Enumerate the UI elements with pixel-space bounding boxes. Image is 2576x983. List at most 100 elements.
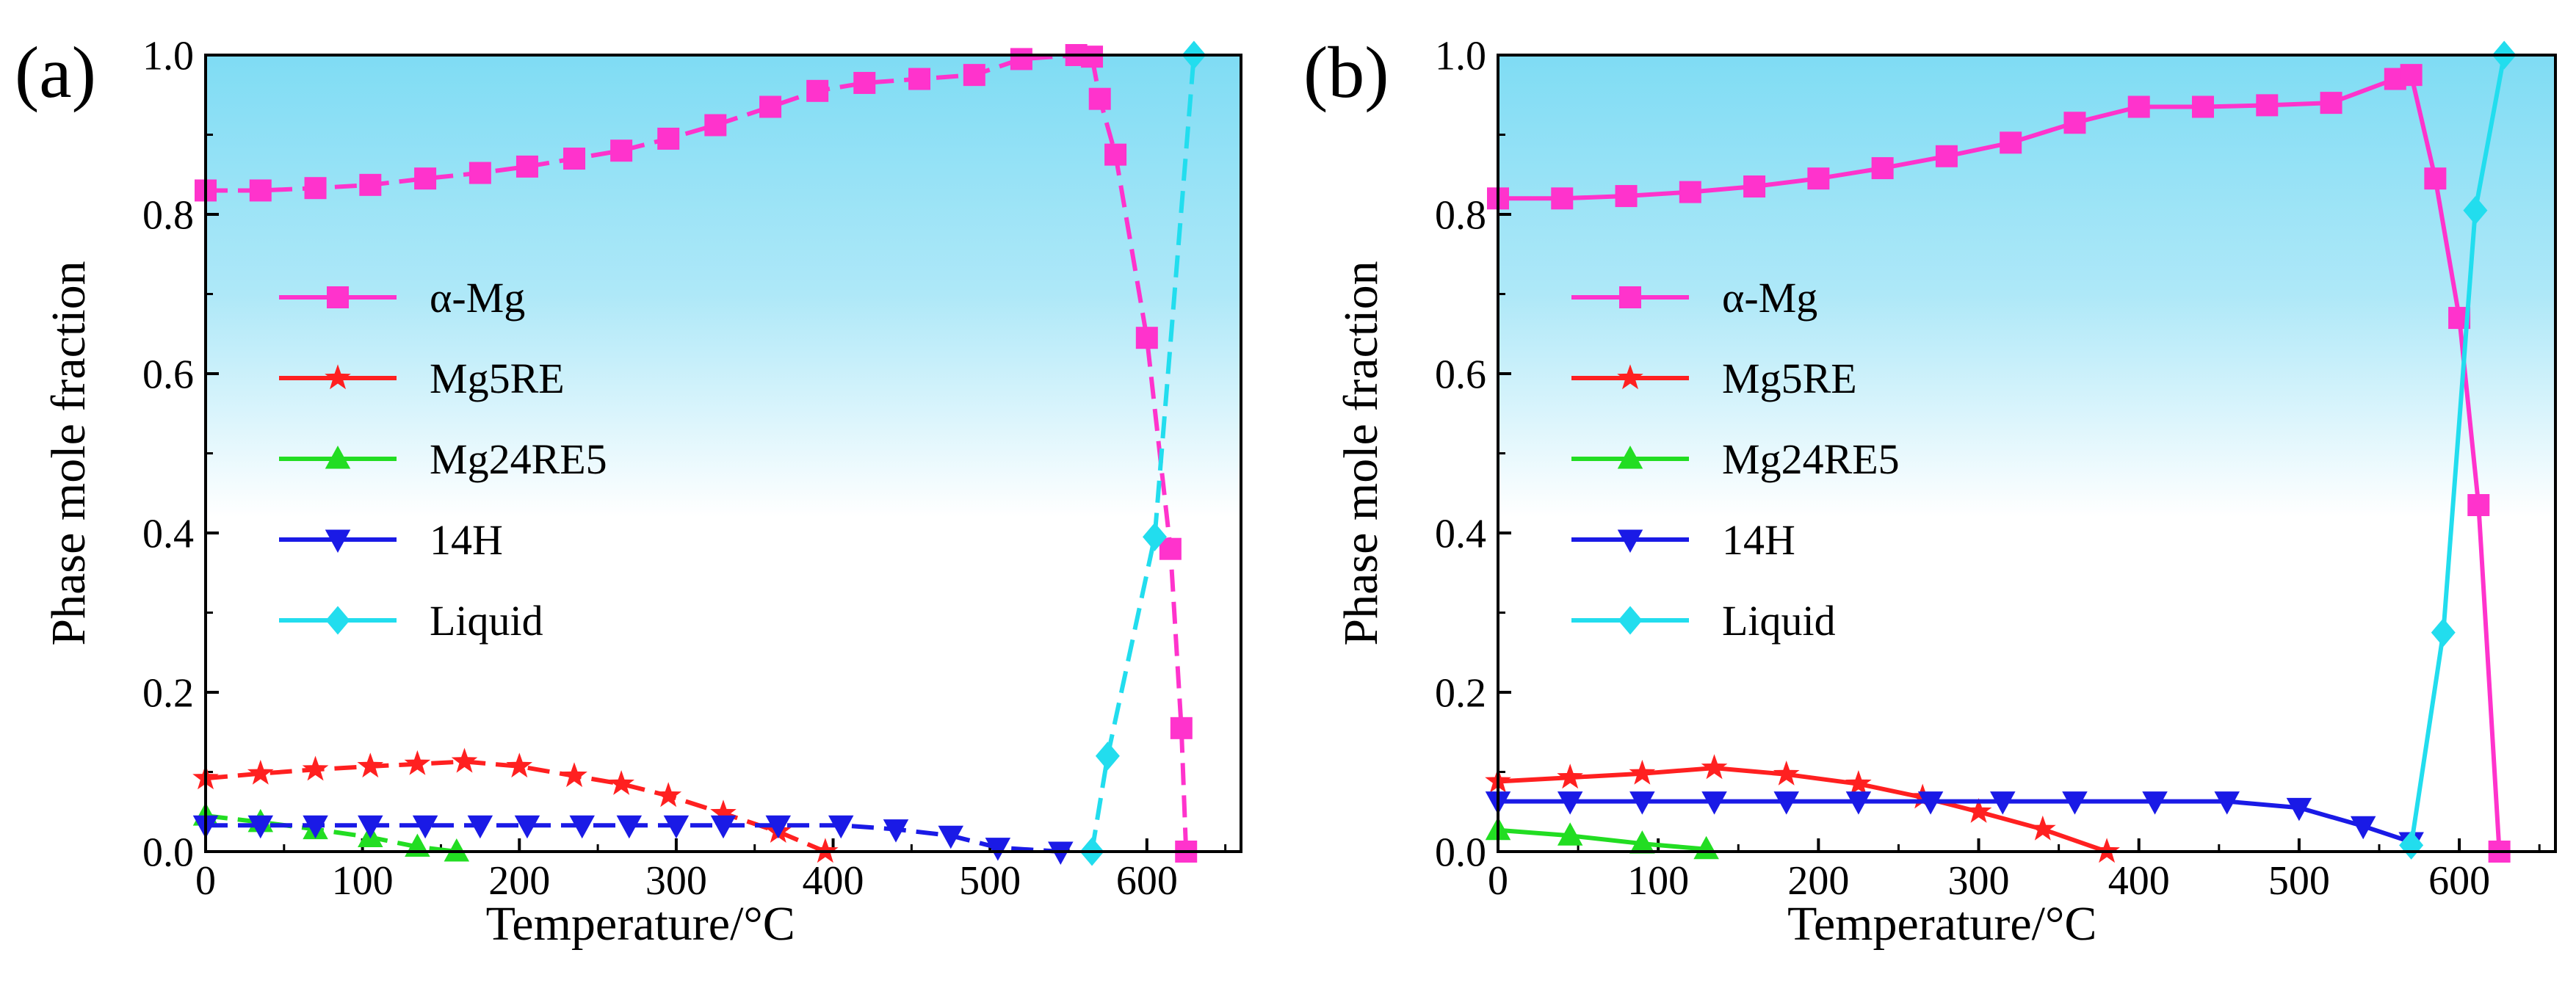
data-point	[412, 815, 438, 839]
data-point	[1170, 717, 1193, 739]
x-tick-label: 400	[2108, 858, 2170, 904]
panel-label: (a)	[15, 32, 96, 113]
y-tick-label: 0.8	[142, 193, 194, 239]
plot-frame	[204, 54, 1242, 853]
data-point	[1135, 327, 1158, 349]
data-point	[2320, 92, 2342, 115]
data-point	[1095, 741, 1120, 771]
series-3	[1485, 816, 1719, 860]
data-point	[1010, 48, 1032, 70]
legend-marker	[325, 446, 351, 469]
data-point	[1557, 763, 1583, 789]
series-line	[1497, 766, 2108, 854]
x-tick-label: 600	[1116, 858, 1178, 904]
data-point	[1807, 167, 1830, 190]
data-point	[304, 177, 327, 200]
data-point	[1965, 798, 1992, 823]
x-axis-title: Temperature/°C	[1787, 897, 2096, 951]
chart-panel-1: (a) 0 100 200 300 400 500 600 0.0 0.2 0.4 0.6 0.8 1.0…	[15, 32, 1242, 951]
legend-label: Liquid	[430, 597, 543, 645]
data-point	[357, 752, 384, 778]
data-point	[1990, 791, 2016, 815]
data-point	[2424, 167, 2447, 190]
x-tick-label: 200	[488, 858, 550, 904]
x-tick-label: 200	[1787, 858, 1849, 904]
data-point	[561, 762, 587, 788]
data-point	[1773, 761, 1800, 786]
legend-marker	[1617, 529, 1643, 553]
data-point	[759, 95, 782, 118]
data-point	[1693, 835, 1719, 860]
data-point	[1743, 175, 1766, 198]
data-point	[828, 815, 854, 839]
legend-label: α-Mg	[430, 274, 525, 322]
data-point	[358, 815, 383, 839]
data-point	[1629, 759, 1656, 785]
data-point	[506, 752, 533, 778]
y-tick-label: 0.6	[142, 352, 194, 398]
data-point	[303, 815, 328, 839]
data-point	[610, 139, 633, 162]
y-tick-label: 0.0	[1435, 830, 1486, 876]
legend-marker	[325, 529, 351, 553]
data-point	[1104, 143, 1127, 166]
data-point	[414, 167, 437, 190]
data-point	[1701, 791, 1727, 815]
data-point	[444, 838, 470, 862]
plot-frame	[1497, 54, 2557, 853]
x-tick-label: 500	[2268, 858, 2330, 904]
data-point	[2463, 196, 2488, 225]
data-point	[1845, 791, 1872, 815]
legend-marker	[327, 286, 349, 308]
series-4	[192, 815, 1074, 865]
x-tick-label: 0	[1488, 858, 1508, 904]
data-point	[2000, 131, 2022, 154]
x-axis-title: Temperature/°C	[486, 897, 795, 951]
legend-marker	[1617, 364, 1643, 390]
data-point	[1081, 46, 1104, 68]
data-point	[2286, 797, 2312, 821]
legend-marker	[1619, 286, 1641, 308]
data-point	[1048, 841, 1074, 865]
x-tick-label: 500	[959, 858, 1021, 904]
data-point	[468, 162, 491, 184]
data-point	[359, 173, 382, 196]
data-point	[1143, 522, 1167, 551]
data-point	[908, 68, 931, 90]
panel-label: (b)	[1303, 32, 1389, 113]
data-point	[1557, 791, 1583, 815]
data-point	[249, 179, 272, 202]
legend: α-Mg Mg5RE Mg24RE5 14H Liquid	[1571, 274, 1900, 645]
data-point	[1935, 145, 1958, 167]
data-point	[2214, 791, 2240, 815]
series-line	[1497, 827, 1707, 852]
series-5	[1079, 40, 1206, 866]
legend-marker	[1618, 606, 1643, 635]
legend-label: Mg5RE	[1722, 355, 1857, 402]
data-point	[451, 747, 478, 773]
data-point	[1629, 791, 1655, 815]
data-point	[938, 825, 964, 849]
data-point	[1088, 87, 1111, 110]
series-line	[1090, 54, 1196, 852]
legend-marker	[325, 364, 351, 390]
y-tick-label: 0.0	[142, 830, 194, 876]
y-tick-label: 0.4	[142, 512, 194, 557]
x-tick-label: 0	[195, 858, 216, 904]
x-tick-label: 300	[1948, 858, 2010, 904]
x-tick-label: 100	[332, 858, 394, 904]
data-point	[563, 148, 586, 170]
data-point	[2063, 112, 2086, 134]
x-tick-label: 100	[1627, 858, 1689, 904]
data-point	[704, 114, 727, 137]
legend: α-Mg Mg5RE Mg24RE5 14H Liquid	[279, 274, 607, 645]
plot-background	[1498, 55, 2555, 852]
data-point	[608, 770, 634, 795]
x-tick-label: 400	[803, 858, 864, 904]
y-tick-label: 0.6	[1435, 352, 1486, 398]
data-point	[1871, 157, 1894, 180]
data-point	[247, 759, 274, 785]
data-point	[616, 815, 643, 839]
data-point	[515, 155, 538, 178]
legend-label: 14H	[430, 516, 503, 564]
